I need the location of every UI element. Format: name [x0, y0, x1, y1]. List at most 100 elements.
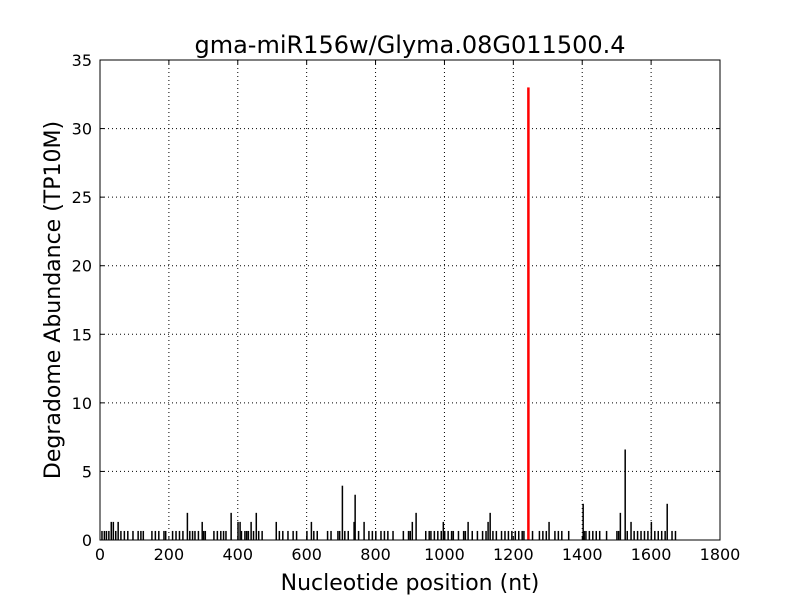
bar	[363, 521, 365, 540]
bar	[380, 530, 382, 540]
bar	[443, 530, 446, 540]
bar	[538, 530, 541, 540]
bar	[353, 521, 355, 540]
bar	[182, 530, 184, 540]
bar	[548, 521, 550, 540]
bar	[671, 530, 673, 540]
bar	[411, 521, 414, 540]
bar	[605, 530, 608, 540]
bar	[402, 530, 405, 540]
bar	[592, 530, 594, 540]
bar	[201, 521, 203, 540]
bar	[442, 521, 445, 540]
bar	[163, 530, 165, 540]
bar	[347, 530, 349, 540]
y-tick-label: 25	[72, 188, 92, 207]
bar	[523, 530, 525, 540]
bar	[158, 530, 160, 540]
bar	[489, 512, 491, 540]
bar	[485, 530, 487, 540]
bar	[433, 530, 436, 540]
bar	[585, 530, 587, 540]
y-tick-label: 30	[72, 120, 92, 139]
y-axis-label: Degradome Abundance (TP10M)	[41, 121, 66, 479]
bar	[282, 530, 284, 540]
bar	[531, 530, 534, 540]
bar	[407, 530, 410, 540]
bar	[175, 530, 177, 540]
bar	[123, 530, 126, 540]
bar	[220, 530, 222, 540]
bar	[250, 521, 252, 540]
bar	[292, 530, 294, 540]
bar	[189, 530, 191, 540]
bar	[154, 530, 157, 540]
bar	[392, 530, 394, 540]
bar	[452, 530, 455, 540]
bar	[554, 530, 556, 540]
bar	[415, 512, 417, 540]
bar	[261, 530, 263, 540]
bar	[511, 530, 513, 540]
y-tick-label: 0	[82, 531, 92, 550]
bar	[582, 503, 584, 540]
x-tick-label: 1800	[700, 545, 741, 564]
bar	[216, 530, 219, 540]
bar	[464, 530, 467, 540]
bar	[255, 512, 258, 540]
bar	[287, 530, 289, 540]
bar	[545, 530, 548, 540]
y-tick-label: 35	[72, 51, 92, 70]
bar	[295, 530, 298, 540]
bar	[202, 530, 205, 540]
bar	[375, 530, 377, 540]
bar	[213, 530, 215, 540]
bar	[598, 530, 601, 540]
bar	[115, 530, 117, 540]
bar	[337, 530, 339, 540]
bar	[278, 530, 281, 540]
bar	[110, 521, 113, 540]
bar	[654, 530, 656, 540]
bar	[313, 530, 315, 540]
bar	[120, 530, 122, 540]
bar	[428, 530, 430, 540]
bar	[103, 530, 106, 540]
y-tick-label: 10	[72, 394, 92, 413]
bar	[487, 521, 489, 540]
bar	[245, 530, 248, 540]
bar	[383, 530, 386, 540]
bar	[178, 530, 181, 540]
y-tick-label: 5	[82, 462, 92, 481]
bar	[108, 530, 110, 540]
bar	[518, 530, 520, 540]
bar	[137, 530, 139, 540]
bar	[105, 530, 108, 540]
bar	[354, 494, 356, 540]
bar	[557, 530, 560, 540]
bar	[583, 530, 585, 540]
bar	[240, 530, 243, 540]
bar	[633, 530, 635, 540]
bar	[521, 530, 523, 540]
bar	[514, 530, 517, 540]
x-tick-label: 200	[154, 545, 185, 564]
target-site-bar	[527, 87, 530, 540]
ticks: 0 200 400 600 800 1000 1200 1400 1600 1800 0 5 10 15 2…	[72, 51, 741, 564]
bar	[387, 530, 389, 540]
bar	[630, 521, 632, 540]
bar	[132, 530, 134, 540]
x-tick-label: 1000	[424, 545, 465, 564]
bar	[316, 530, 318, 540]
bar	[197, 530, 200, 540]
bar	[619, 512, 622, 540]
bar	[164, 530, 167, 540]
bar	[462, 530, 465, 540]
bar	[371, 530, 374, 540]
bar	[440, 530, 442, 540]
x-tick-label: 800	[360, 545, 391, 564]
bar	[194, 530, 196, 540]
bar	[504, 530, 506, 540]
bar	[561, 530, 563, 540]
